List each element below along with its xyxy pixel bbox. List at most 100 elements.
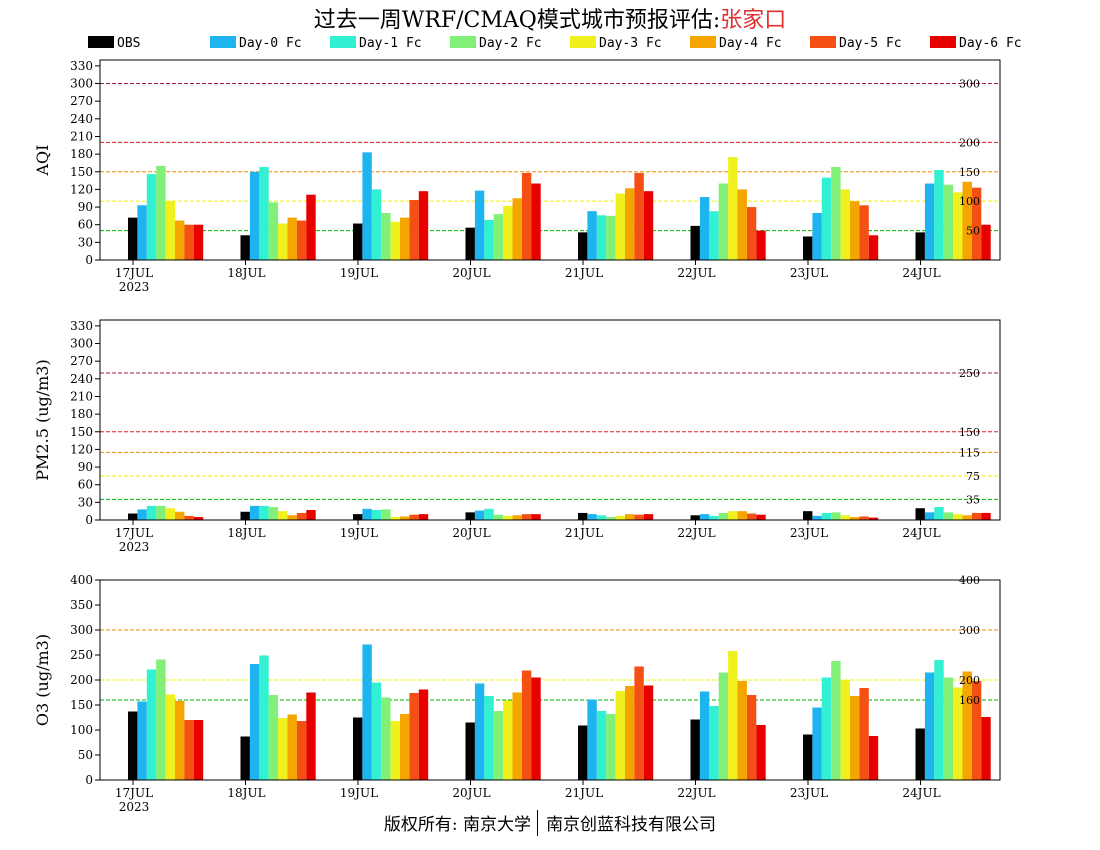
bar <box>756 725 766 780</box>
bar <box>868 736 879 780</box>
x-tick-label: 23JUL <box>790 786 828 800</box>
bar <box>512 198 522 260</box>
y-tick-label: 30 <box>78 235 93 249</box>
bar <box>306 510 316 520</box>
bar <box>812 212 822 260</box>
bar <box>418 514 429 520</box>
bar <box>400 516 410 520</box>
legend-item: Day-6 Fc <box>930 36 1022 52</box>
bar <box>756 514 766 520</box>
title-main: 过去一周WRF/CMAQ模式城市预报评估: <box>313 8 721 33</box>
bar <box>465 227 475 260</box>
bar <box>746 207 757 260</box>
footer-left: 版权所有: 南京大学 <box>383 815 532 835</box>
bar <box>484 696 494 780</box>
bar <box>578 512 588 520</box>
bar <box>699 514 710 520</box>
bar <box>643 685 654 780</box>
legend-item: Day-1 Fc <box>330 36 422 52</box>
x-tick-label: 17JUL <box>115 526 153 540</box>
threshold-label: 150 <box>959 166 980 179</box>
bar <box>812 515 822 520</box>
bar <box>840 515 850 520</box>
bar <box>831 661 841 780</box>
legend-item: Day-3 Fc <box>570 36 662 52</box>
threshold-label: 200 <box>959 136 980 149</box>
y-tick-label: 350 <box>70 598 93 612</box>
bar <box>493 514 504 520</box>
bar <box>615 193 625 260</box>
y-tick-label: 300 <box>70 337 93 351</box>
bar <box>709 211 719 260</box>
x-tick-label: 19JUL <box>340 786 378 800</box>
y-tick-label: 60 <box>78 478 93 492</box>
bar <box>934 170 944 260</box>
bar <box>175 511 185 520</box>
x-tick-label: 22JUL <box>677 786 715 800</box>
threshold-label: 300 <box>959 78 980 91</box>
bar <box>390 517 400 520</box>
legend-label: OBS <box>117 36 141 51</box>
bar <box>165 508 175 520</box>
y-tick-label: 0 <box>85 513 93 527</box>
x-tick-label: 23JUL <box>790 266 828 280</box>
bar <box>146 174 157 260</box>
bar <box>175 220 185 260</box>
bar <box>484 220 494 260</box>
bar <box>596 711 607 780</box>
bar <box>278 718 288 780</box>
bar <box>409 693 419 780</box>
bar <box>362 152 372 260</box>
bar <box>381 697 391 780</box>
bar <box>971 512 982 520</box>
bar <box>868 235 879 260</box>
y-tick-label: 150 <box>70 425 93 439</box>
bar <box>962 671 972 780</box>
y-tick-label: 90 <box>78 200 93 214</box>
bar <box>184 515 194 520</box>
x-tick-label: 17JUL <box>115 266 153 280</box>
y-tick-label: 50 <box>78 748 93 762</box>
bar <box>915 232 925 260</box>
bar <box>409 200 419 260</box>
bar <box>390 721 400 780</box>
bar <box>306 194 316 260</box>
bar <box>521 670 532 780</box>
y-axis-label: PM2.5 (ug/m3) <box>33 359 52 480</box>
bar <box>840 189 850 260</box>
y-tick-label: 210 <box>70 389 93 403</box>
bar <box>240 511 250 520</box>
bar <box>718 183 729 260</box>
y-tick-label: 120 <box>70 442 93 456</box>
bar <box>400 217 410 260</box>
bar <box>249 505 260 520</box>
bar <box>400 714 410 780</box>
bar <box>521 514 532 520</box>
bar <box>259 167 269 260</box>
bar <box>193 517 204 520</box>
bar <box>531 514 541 520</box>
bar <box>278 223 288 260</box>
bar <box>596 215 607 260</box>
bar <box>249 171 260 260</box>
bar <box>184 720 194 780</box>
y-tick-label: 120 <box>70 182 93 196</box>
y-tick-label: 200 <box>70 673 93 687</box>
bar <box>615 691 625 780</box>
x-tick-label: 22JUL <box>677 526 715 540</box>
bar <box>296 512 307 520</box>
y-axis-label: AQI <box>33 145 52 177</box>
bar <box>287 217 297 260</box>
x-tick-label: 19JUL <box>340 526 378 540</box>
plot-frame <box>99 59 1001 261</box>
y-tick-label: 400 <box>70 573 93 587</box>
x-tick-label: 24JUL <box>902 266 940 280</box>
y-axis-label: O3 (ug/m3) <box>33 634 52 726</box>
legend-swatch <box>210 36 236 48</box>
bar <box>146 669 157 780</box>
bar <box>690 515 700 520</box>
bar <box>634 666 644 780</box>
bar <box>971 681 982 780</box>
plot-frame <box>99 319 1001 521</box>
chart-panel: 35 75 115 150 250 0 30 60 90 120 150 180 210 240 270 30… <box>33 319 1001 554</box>
